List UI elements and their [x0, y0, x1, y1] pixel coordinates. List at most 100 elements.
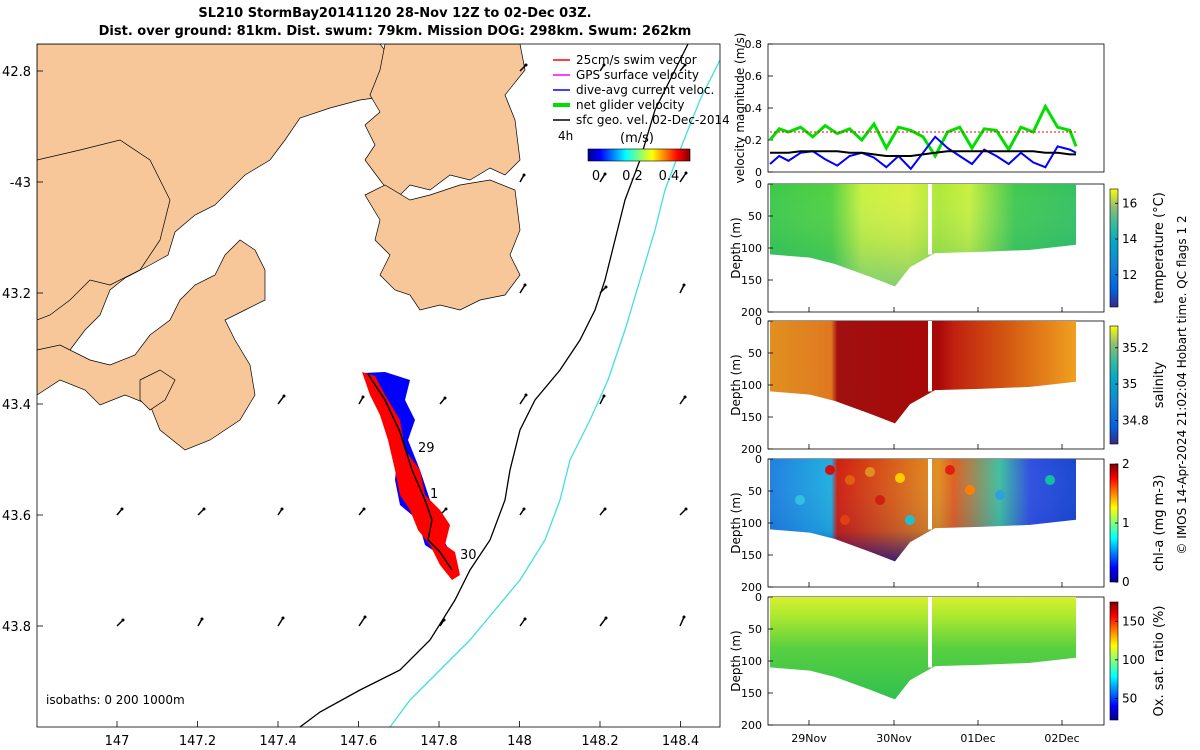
copyright-label: © IMOS 14-Apr-2024 21:02:04 Hobart time.…	[1175, 215, 1189, 554]
section-y-tick-label: 200	[741, 719, 762, 732]
section-y-tick-label: 200	[741, 306, 762, 319]
map-x-tick-label: 147.4	[259, 734, 296, 749]
velocity-arrow-head	[522, 173, 526, 177]
velocity-arrow-head	[443, 396, 447, 400]
chl-sample-blob	[825, 465, 835, 475]
section-y-tick-label: 50	[748, 347, 762, 360]
section-y-tick-label: 50	[748, 210, 762, 223]
velocity-arrow	[679, 616, 685, 627]
velocity-y-tick-label: 0.2	[745, 134, 763, 147]
section-colorbar	[1109, 188, 1119, 308]
glider-track	[362, 372, 460, 580]
section-colorbar-label: salinity	[1152, 361, 1167, 408]
section-x-tick-label: 30Nov	[876, 732, 912, 745]
day-label: 29	[418, 441, 435, 456]
surface-velocity-arrows	[116, 63, 688, 627]
velocity-arrow	[519, 394, 527, 405]
section-ylabel: Depth (m)	[729, 217, 743, 278]
legend-entry: 25cm/s swim vector	[576, 53, 697, 67]
section-y-tick-label: 50	[748, 623, 762, 636]
velocity-arrow	[599, 173, 606, 183]
section-y-tick-label: 150	[741, 274, 762, 287]
map-y-tick-label: 43.4	[2, 398, 31, 413]
section-field-depth-shading	[770, 459, 1076, 562]
chl-sample-blob	[965, 485, 975, 495]
velocity-y-tick-label: 0	[755, 166, 762, 179]
colorbar-side-label: 4h	[558, 129, 573, 143]
chl-sample-blob	[795, 495, 805, 505]
section-colorbar-tick-label: 100	[1122, 653, 1145, 667]
section-field	[770, 321, 1076, 424]
velocity-arrow-head	[524, 393, 528, 397]
velocity-arrow	[358, 616, 366, 627]
velocity-arrow-head	[683, 395, 687, 399]
section-y-tick-label: 200	[741, 443, 762, 456]
section-y-tick-label: 100	[741, 242, 762, 255]
section-colorbar-tick-label: 150	[1122, 614, 1145, 628]
map-x-tick-label: 148	[507, 734, 532, 749]
velocity-series-line	[769, 135, 1077, 171]
velocity-arrow-head	[524, 63, 528, 67]
colorbar-tick-label: 0.4	[659, 169, 680, 184]
chl-sample-blob	[840, 515, 850, 525]
section-y-tick-label: 100	[741, 655, 762, 668]
land-tasmania	[37, 44, 401, 386]
section-gap	[928, 459, 932, 530]
velocity-arrow-head	[604, 616, 608, 620]
track-day-labels: 29 1 30	[418, 441, 477, 563]
section-y-tick-label: 200	[741, 581, 762, 594]
section-y-tick-label: 100	[741, 379, 762, 392]
section-y-tick-label: 0	[755, 453, 762, 466]
section-field-depth-shading	[770, 184, 1076, 287]
map-y-tick-label: 42.8	[2, 65, 31, 80]
land-masses	[37, 44, 526, 451]
map-x-tick-label: 147	[105, 734, 130, 749]
section-y-tick-label: 150	[741, 687, 762, 700]
velocity-arrow-head	[442, 618, 446, 622]
chl-sample-blob	[1045, 475, 1055, 485]
section-colorbar-tick-label: 35.2	[1122, 341, 1149, 355]
velocity-arrow-head	[523, 283, 527, 287]
map-x-tick-label: 148.4	[662, 734, 699, 749]
velocity-arrow	[679, 172, 687, 183]
section-panel: 0 50 100 150 200 Depth (m) 50 100 150 Ox. sat. ra…	[729, 591, 1167, 732]
velocity-y-tick-label: 0.4	[745, 102, 763, 115]
velocity-ylabel: velocity magnitude (m/s)	[733, 33, 747, 184]
legend-entry: GPS surface velocity	[576, 68, 699, 82]
velocity-arrow-head	[522, 507, 526, 511]
section-y-tick-label: 150	[741, 549, 762, 562]
section-colorbar-tick-label: 16	[1122, 196, 1137, 210]
chl-sample-blob	[905, 515, 915, 525]
velocity-y-tick-label: 0.8	[745, 38, 763, 51]
velocity-series-line	[768, 103, 1078, 160]
section-ylabel: Depth (m)	[729, 630, 743, 691]
section-ylabel: Depth (m)	[729, 492, 743, 553]
section-x-tick-label: 01Dec	[960, 732, 995, 745]
section-y-tick-label: 0	[755, 178, 762, 191]
section-colorbar-tick-label: 34.8	[1122, 413, 1149, 427]
map-x-tick-label: 148.2	[581, 734, 618, 749]
section-colorbar-label: Ox. sat. ratio (%)	[1152, 606, 1167, 717]
chl-sample-blob	[895, 473, 905, 483]
day-label: 1	[430, 487, 438, 502]
velocity-arrow-head	[361, 395, 365, 399]
section-colorbar	[1109, 601, 1119, 721]
velocity-arrow-head	[602, 63, 606, 67]
velocity-arrow-head	[684, 171, 688, 175]
velocity-arrow-head	[202, 507, 206, 511]
map-y-tick-label: 43.6	[2, 509, 31, 524]
velocity-arrow-head	[684, 507, 688, 511]
velocity-arrow-head	[682, 283, 686, 287]
section-gap	[928, 184, 932, 255]
velocity-arrow-head	[362, 507, 366, 511]
map-panel: 29 1 30 isobaths: 0 200 1000m 25cm/s swim …	[2, 43, 730, 749]
colorbar-tick-label: 0	[592, 169, 600, 184]
section-colorbar-label: chl-a (mg m-3)	[1152, 475, 1167, 572]
section-gap	[928, 597, 932, 668]
velocity-y-tick-label: 0.6	[745, 70, 763, 83]
section-colorbar-tick-label: 0	[1122, 575, 1130, 589]
velocity-arrow-head	[683, 63, 687, 67]
colorbar-tick-label: 0.2	[622, 169, 643, 184]
